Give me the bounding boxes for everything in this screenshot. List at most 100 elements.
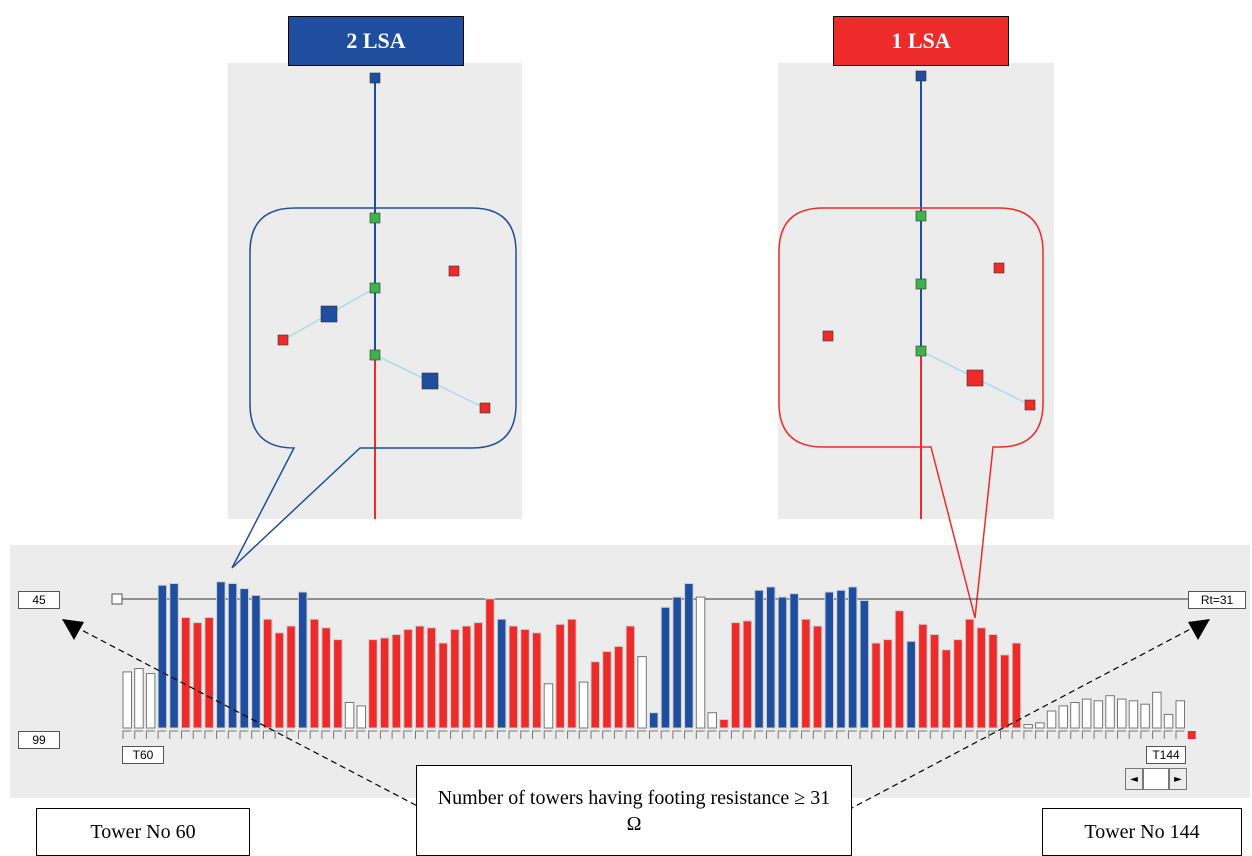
tower-bar[interactable] [496,618,507,729]
tower-tick [169,730,179,739]
tower-bar[interactable] [1093,700,1104,729]
tower-bar[interactable] [941,649,951,729]
tower-bar[interactable] [1011,642,1022,729]
tower-bar[interactable] [532,632,542,729]
tower-bar[interactable] [543,683,554,729]
tower-bar[interactable] [730,622,741,729]
tower-bar[interactable] [613,645,624,729]
tower-bar[interactable] [964,618,975,729]
tower-bar[interactable] [391,634,402,729]
tower-bar[interactable] [192,622,203,729]
tower-bar[interactable] [625,625,636,729]
tower-bar[interactable] [906,640,916,729]
tower-bar[interactable] [976,627,987,729]
tower-bar[interactable] [321,627,331,729]
tower-bar[interactable] [379,637,390,729]
tower-bar[interactable] [719,719,729,729]
right-node-red-3 [1024,399,1036,411]
tower-bar[interactable] [988,634,998,729]
tower-bar[interactable] [766,586,776,729]
tower-bar[interactable] [894,610,905,729]
tower-bar[interactable] [368,639,378,729]
tower-bar[interactable] [883,639,893,729]
tower-bar[interactable] [485,598,495,729]
tower-bar[interactable] [426,627,437,729]
tower-bar[interactable] [204,617,214,729]
tower-bar[interactable] [356,705,366,729]
tower-bar[interactable] [918,623,928,729]
tower-bar[interactable] [438,642,448,729]
tower-bar[interactable] [1175,700,1185,729]
tower-bar[interactable] [181,617,191,729]
tower-bar[interactable] [333,639,343,729]
tower-bar[interactable] [953,639,963,729]
tower-tick [660,730,670,739]
tower-bar[interactable] [216,581,226,729]
tower-bar[interactable] [415,625,425,729]
scroll-right-button[interactable]: ► [1169,768,1187,790]
tower-bar[interactable] [1105,695,1115,729]
tower-bar[interactable] [227,583,238,729]
scroll-thumb[interactable] [1143,768,1169,790]
tower-bar[interactable] [672,596,682,729]
tower-bar[interactable] [649,712,659,729]
scroll-left-button[interactable]: ◄ [1125,768,1143,790]
tower-bar[interactable] [1058,705,1068,729]
tower-bar[interactable] [298,591,308,729]
tower-bar[interactable] [251,594,261,729]
tower-bar[interactable] [1000,654,1010,729]
tower-bar[interactable] [742,620,753,729]
threshold-marker[interactable] [111,593,123,605]
tower-bar[interactable] [450,628,460,729]
tower-bar[interactable] [1152,691,1162,729]
tower-bar[interactable] [1117,698,1127,729]
tower-bar[interactable] [637,656,647,729]
tower-bar[interactable] [824,591,834,729]
tower-bar[interactable] [1140,703,1150,729]
tower-bar[interactable] [801,618,811,729]
tower-bar[interactable] [567,618,577,729]
tower-bar[interactable] [1163,713,1174,729]
tower-bar[interactable] [274,632,285,729]
tower-bar[interactable] [555,623,565,729]
tower-bar[interactable] [520,628,530,729]
tower-bar[interactable] [1046,710,1057,729]
tower-bar[interactable] [122,671,132,729]
tower-bar[interactable] [134,668,144,729]
tower-bar[interactable] [578,681,589,729]
tower-bar[interactable] [286,625,296,729]
tower-tick-row [122,730,1196,739]
tower-bar[interactable] [157,584,168,729]
tower-bar[interactable] [847,586,858,729]
tower-bar[interactable] [145,673,156,729]
tower-bar[interactable] [169,583,179,729]
tower-bar[interactable] [239,588,249,729]
tower-bar[interactable] [602,651,612,729]
tower-bar[interactable] [859,600,870,729]
tower-bar[interactable] [684,583,694,729]
tower-bar[interactable] [309,618,320,729]
tower-bar[interactable] [871,642,881,729]
tower-bar[interactable] [262,618,273,729]
tower-bar[interactable] [1070,702,1080,729]
tower-bar[interactable] [508,625,519,729]
tower-bar[interactable] [461,625,472,729]
tower-bar[interactable] [695,596,706,729]
tower-bar[interactable] [812,625,823,729]
tower-bar[interactable] [929,634,940,729]
tower-bar[interactable] [473,622,483,729]
tower-bar[interactable] [660,606,671,729]
count-caption: Number of towers having footing resistan… [416,765,852,856]
tower-bar[interactable] [1128,700,1139,729]
tower-bar[interactable] [754,589,764,729]
tower-bar[interactable] [836,589,846,729]
tower-bar[interactable] [707,712,717,729]
tower-bar[interactable] [590,661,600,729]
tower-bar[interactable] [1035,722,1045,729]
tower-bar[interactable] [403,628,413,729]
tower-bar[interactable] [1081,698,1092,729]
tower-bar[interactable] [344,702,355,729]
tower-bar[interactable] [789,593,799,729]
tower-bar[interactable] [777,596,788,729]
tower-bar[interactable] [1023,724,1033,729]
